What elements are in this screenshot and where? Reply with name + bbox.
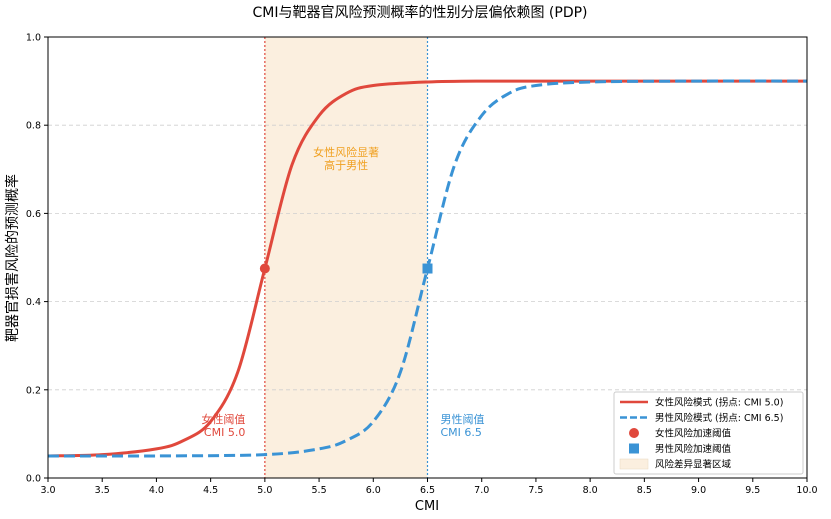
x-tick-label: 9.5: [745, 485, 760, 496]
annotation-text: 女性风险显著: [313, 145, 379, 159]
y-tick-label: 0.2: [26, 385, 41, 396]
y-tick-label: 0.4: [26, 297, 41, 308]
annotation-text: 女性阈值: [201, 412, 245, 426]
legend-square-handle: [629, 443, 639, 454]
threshold-marker-0: [259, 263, 270, 274]
shaded-region: [264, 37, 428, 478]
legend: 女性风险模式 (拐点: CMI 5.0) 男性风险模式 (拐点: CMI 6.5)…: [613, 391, 804, 475]
x-tick-label: 8.0: [583, 485, 598, 496]
legend-patch-handle: [619, 458, 649, 470]
legend-entry-label: 男性风险加速阈值: [655, 443, 732, 455]
x-tick-label: 5.5: [312, 485, 327, 496]
x-tick-label: 6.5: [420, 485, 435, 496]
x-tick-label: 3.5: [95, 485, 110, 496]
y-axis-label: 靶器官损害风险的预测概率: [4, 174, 21, 342]
legend-entry-label: 女性风险模式 (拐点: CMI 5.0): [655, 397, 783, 409]
threshold-markers: [259, 263, 433, 274]
x-tick-label: 8.5: [637, 485, 652, 496]
x-axis-label: CMI: [415, 499, 439, 514]
legend-circle-handle: [629, 428, 639, 438]
axes: 3.0 3.5 4.0 4.5 5.0 5.5 6.0 6.5 7.0 7.5 8.0 8.5 9.0 9…: [26, 33, 818, 497]
x-tick-label: 9.0: [691, 485, 706, 496]
x-tick-label: 10.0: [796, 485, 817, 496]
y-tick-label: 0.8: [26, 121, 41, 132]
x-tick-label: 5.0: [257, 485, 272, 496]
chart-title: CMI与靶器官风险预测概率的性别分层偏依赖图 (PDP): [252, 4, 587, 21]
annotation-text: 高于男性: [324, 158, 368, 172]
x-tick-label: 4.0: [149, 485, 164, 496]
threshold-marker-1: [422, 263, 433, 274]
y-tick-label: 0.0: [26, 474, 41, 485]
legend-entry-label: 女性风险加速阈值: [655, 428, 732, 440]
legend-entry-label: 男性风险模式 (拐点: CMI 6.5): [655, 412, 783, 424]
x-tick-label: 4.5: [203, 485, 218, 496]
threshold-lines: [264, 37, 429, 478]
annotation-text: 男性阈值: [441, 412, 485, 426]
legend-entry-label: 风险差异显著区域: [655, 459, 732, 471]
y-tick-label: 0.6: [26, 209, 41, 220]
y-tick-label: 1.0: [26, 33, 41, 44]
annotation-text: CMI 6.5: [441, 426, 482, 439]
x-tick-label: 7.0: [474, 485, 489, 496]
x-tick-label: 7.5: [528, 485, 543, 496]
annotation-text: CMI 5.0: [204, 426, 245, 439]
x-tick-label: 6.0: [366, 485, 381, 496]
legend-box: [613, 391, 804, 475]
x-tick-label: 3.0: [40, 485, 55, 496]
shaded-region-rect: [264, 37, 428, 478]
